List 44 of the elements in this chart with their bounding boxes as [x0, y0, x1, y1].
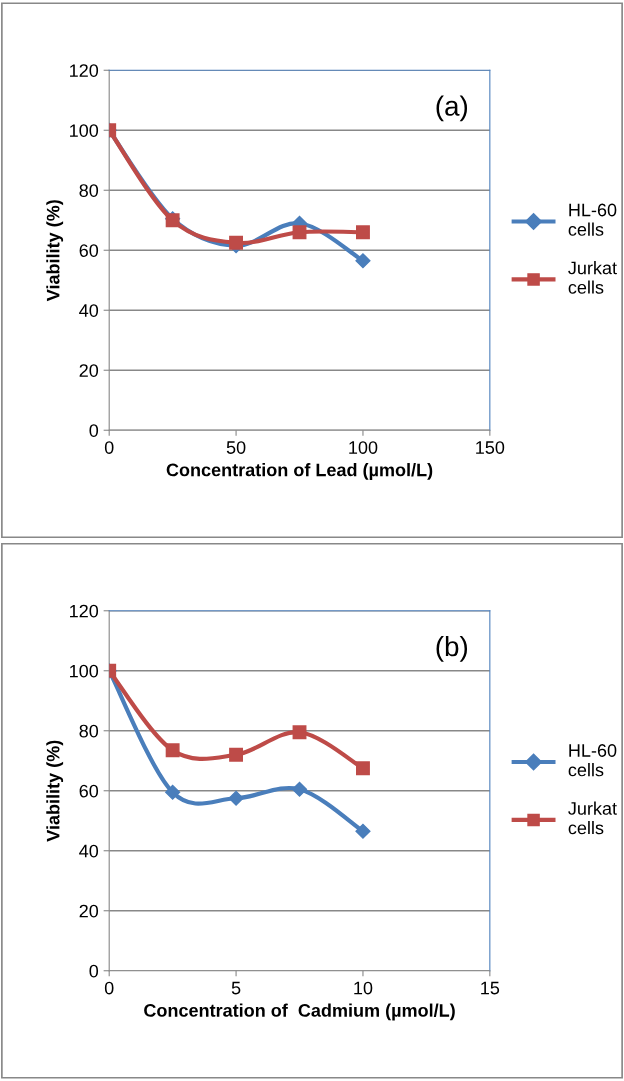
point: [229, 747, 244, 762]
point: [165, 784, 181, 800]
point: [292, 725, 307, 740]
point: [165, 743, 180, 758]
y-tick-label: 20: [79, 904, 99, 918]
legend-label: Jurkat cells: [568, 261, 617, 294]
x-tick-label: 5: [231, 981, 241, 995]
x-axis-title: Concentration of Cadmium (µmol/L): [144, 1003, 455, 1021]
legend-label: HL-60 cells: [568, 744, 617, 777]
legend-label: HL-60 cells: [568, 203, 617, 236]
point: [356, 761, 370, 776]
y-axis-title: Viability (%): [46, 200, 64, 302]
x-tick-label: 0: [104, 981, 114, 995]
y-tick-label: 120: [70, 604, 99, 618]
x-tick-label: 50: [226, 441, 246, 454]
y-tick-label: 40: [79, 844, 99, 858]
point: [355, 253, 371, 269]
y-tick-label: 80: [79, 724, 99, 738]
x-tick-label: 0: [104, 441, 114, 454]
x-tick-label: 150: [476, 441, 505, 454]
point: [355, 823, 371, 839]
y-tick-label: 0: [89, 424, 99, 437]
legend-label: Jurkat cells: [568, 801, 617, 835]
y-tick-label: 80: [79, 184, 99, 197]
y-tick-label: 0: [89, 964, 99, 978]
x-tick-label: 10: [354, 981, 373, 995]
x-tick-label: 15: [481, 981, 500, 995]
y-tick-label: 60: [79, 784, 99, 798]
y-axis-title: Viability (%): [46, 740, 64, 842]
point: [356, 225, 370, 240]
x-axis-title: Concentration of Lead (µmol/L): [166, 463, 433, 480]
point: [292, 225, 307, 240]
y-tick-label: 100: [70, 664, 99, 678]
point: [229, 235, 244, 250]
annotation: (a): [436, 95, 468, 122]
y-tick-label: 100: [70, 124, 99, 137]
y-tick-label: 60: [79, 244, 99, 257]
annotation: (b): [436, 635, 468, 662]
y-tick-label: 20: [79, 364, 99, 377]
point: [228, 790, 244, 806]
point: [291, 781, 308, 797]
y-tick-label: 120: [70, 64, 99, 77]
y-tick-label: 40: [79, 304, 99, 317]
x-tick-label: 100: [349, 441, 378, 454]
